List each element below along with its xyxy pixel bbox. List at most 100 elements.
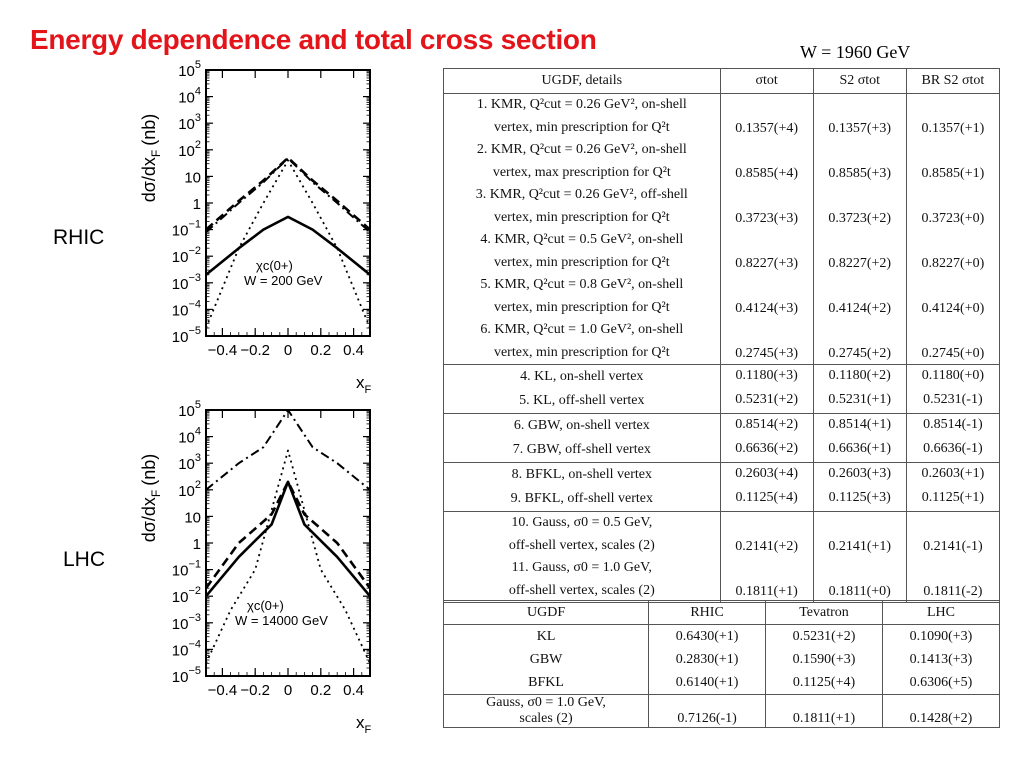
y-tick-base: 10 xyxy=(172,302,189,319)
y-tick-base: 10 xyxy=(172,223,189,240)
ugdf-line: 2. KMR, Q²cut = 0.26 GeV², on-shell xyxy=(476,142,687,157)
y-tick-base: 10 xyxy=(184,509,201,526)
ugdf-line: 10. Gauss, σ0 = 0.5 GeV, xyxy=(511,515,653,530)
x-tick-label: 0.4 xyxy=(343,682,364,699)
series-dotted xyxy=(205,159,371,329)
annotation-particle: χc(0+) xyxy=(256,258,293,273)
ugdf-cell: 6. KMR, Q²cut = 1.0 GeV², on-shell vertex… xyxy=(443,319,721,365)
value-cell: 0.2603(+4) xyxy=(719,462,814,487)
y-tick-exponent: −4 xyxy=(188,298,201,310)
y-tick-label: 10−4 xyxy=(172,298,201,319)
table1-caption: W = 1960 GeV xyxy=(800,42,911,62)
series-dotted xyxy=(205,449,371,664)
value-cell: 0.2830(+1) xyxy=(648,648,767,671)
value-cell: 0.2141(+2) xyxy=(719,511,814,557)
value-cell: 0.7126(-1) xyxy=(648,694,767,728)
x-axis-symbol: x xyxy=(356,713,365,732)
table-row: 1. KMR, Q²cut = 0.26 GeV², on-shell verte… xyxy=(443,93,1001,139)
y-tick-base: 1 xyxy=(193,536,201,553)
header-tevatron: Tevatron xyxy=(765,600,883,625)
y-tick-base: 10 xyxy=(178,403,195,420)
series-solid xyxy=(205,480,371,598)
table-row: 11. Gauss, σ0 = 1.0 GeV, off-shell vertex… xyxy=(443,557,1001,603)
value-cell: 0.8514(+1) xyxy=(812,413,907,438)
x-tick-label: 0.4 xyxy=(343,342,364,359)
y-tick-base: 1 xyxy=(193,196,201,213)
y-tick-exponent: 4 xyxy=(195,426,201,438)
ugdf-cell: 5. KMR, Q²cut = 0.8 GeV², on-shell vertex… xyxy=(443,274,721,319)
value-cell: 0.6636(+1) xyxy=(812,438,907,463)
y-tick-label: 104 xyxy=(178,86,201,107)
y-tick-base: 10 xyxy=(178,143,195,160)
y-tick-base: 10 xyxy=(172,329,189,346)
y-axis-symbol: dσ/dx xyxy=(139,157,159,202)
y-tick-label: 105 xyxy=(178,59,201,80)
ugdf-line: vertex, min prescription for Q²t xyxy=(493,254,670,270)
y-tick-base: 10 xyxy=(178,63,195,80)
ugdf-line: scales (2) xyxy=(519,711,573,726)
header-sigma-tot: σtot xyxy=(719,68,814,94)
rhic-plot-svg: 10510410310210110−110−210−310−410−5−0.4−… xyxy=(139,59,372,396)
y-tick-exponent: 5 xyxy=(195,59,201,71)
y-tick-exponent: −3 xyxy=(188,612,201,624)
y-tick-exponent: 2 xyxy=(195,139,201,151)
y-tick-label: 10 xyxy=(184,509,201,526)
y-axis-symbol: dσ/dx xyxy=(139,497,159,542)
ugdf-cell: 4. KMR, Q²cut = 0.5 GeV², on-shell vertex… xyxy=(443,229,721,274)
y-tick-label: 10−5 xyxy=(172,665,201,686)
ugdf-line: 3. KMR, Q²cut = 0.26 GeV², off-shell xyxy=(475,187,688,202)
table-row: 9. BFKL, off-shell vertex 0.1125(+4) 0.112… xyxy=(443,487,1001,512)
header-ugdf: UGDF, details xyxy=(443,68,721,94)
x-tick-label: 0 xyxy=(284,682,292,699)
annotation-particle: χc(0+) xyxy=(247,598,284,613)
slide-title: Energy dependence and total cross sectio… xyxy=(30,24,597,55)
ugdf-cell: 3. KMR, Q²cut = 0.26 GeV², off-shell vert… xyxy=(443,184,721,229)
value-cell: 0.3723(+0) xyxy=(905,184,1001,229)
y-tick-base: 10 xyxy=(172,589,189,606)
value-cell: 0.2745(+2) xyxy=(812,319,907,365)
ugdf-cell: 8. BFKL, on-shell vertex xyxy=(443,462,721,487)
header-rhic: RHIC xyxy=(648,600,767,625)
ugdf-cell: KL xyxy=(442,624,650,648)
y-tick-exponent: 5 xyxy=(195,399,201,411)
x-tick-label: 0.2 xyxy=(310,342,331,359)
table-row: 3. KMR, Q²cut = 0.26 GeV², off-shell vert… xyxy=(443,184,1001,229)
table-row: 4. KMR, Q²cut = 0.5 GeV², on-shell vertex… xyxy=(443,229,1001,274)
series-solid xyxy=(205,215,371,276)
y-tick-exponent: −5 xyxy=(188,325,201,337)
y-tick-exponent: −2 xyxy=(188,245,201,257)
annotation-energy: W = 14000 GeV xyxy=(235,613,328,628)
y-tick-base: 10 xyxy=(172,642,189,659)
value-cell: 0.1811(+1) xyxy=(719,557,814,603)
ugdf-cell: BFKL xyxy=(442,671,650,695)
value-cell: 0.1125(+1) xyxy=(905,487,1001,512)
y-tick-label: 10−2 xyxy=(172,585,201,606)
annotation-energy: W = 200 GeV xyxy=(244,273,323,288)
value-cell: 0.6636(+2) xyxy=(719,438,814,463)
x-tick-label: 0 xyxy=(284,342,292,359)
table-row: BFKL 0.6140(+1) 0.1125(+4) 0.6306(+5) xyxy=(442,671,1000,695)
ugdf-cell: 7. GBW, off-shell vertex xyxy=(443,438,721,463)
ugdf-line: 1. KMR, Q²cut = 0.26 GeV², on-shell xyxy=(476,97,687,112)
y-tick-label: 10−5 xyxy=(172,325,201,346)
value-cell: 0.3723(+3) xyxy=(719,184,814,229)
value-cell: 0.2745(+0) xyxy=(905,319,1001,365)
y-tick-exponent: −5 xyxy=(188,665,201,677)
panel-label-rhic: RHIC xyxy=(53,226,105,249)
value-cell: 0.1125(+4) xyxy=(765,671,883,695)
value-cell: 0.5231(+2) xyxy=(765,624,883,648)
value-cell: 0.4124(+0) xyxy=(905,274,1001,319)
series-dashed xyxy=(205,156,371,231)
series-dashed xyxy=(204,480,372,589)
value-cell: 0.1357(+1) xyxy=(905,93,1001,139)
y-tick-label: 102 xyxy=(178,479,201,500)
table-row: 5. KMR, Q²cut = 0.8 GeV², on-shell vertex… xyxy=(443,274,1001,319)
ugdf-line: vertex, min prescription for Q²t xyxy=(493,299,670,315)
value-cell: 0.8227(+3) xyxy=(719,229,814,274)
ugdf-cell: 6. GBW, on-shell vertex xyxy=(443,413,721,438)
ugdf-cell: Gauss, σ0 = 1.0 GeV, scales (2) xyxy=(442,694,650,728)
value-cell: 0.2141(-1) xyxy=(905,511,1001,557)
value-cell: 0.1180(+0) xyxy=(905,364,1001,389)
table-row: 10. Gauss, σ0 = 0.5 GeV, off-shell vertex… xyxy=(443,511,1001,557)
energy-table: UGDF RHIC Tevatron LHC KL 0.6430(+1) 0.523… xyxy=(442,600,1000,728)
